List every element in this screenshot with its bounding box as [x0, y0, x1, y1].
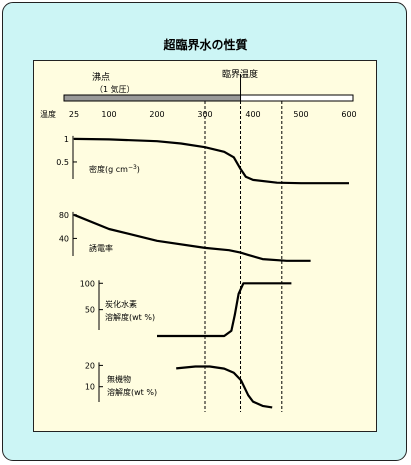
series-label: 炭化水素 — [105, 299, 137, 309]
series-label-line2: 溶解度(wt %) — [105, 312, 155, 322]
boiling-point-label: 沸点 — [92, 71, 110, 83]
series-label: 無機物 — [107, 374, 131, 384]
y-tick-label: 20 — [85, 361, 95, 370]
y-tick-label: 80 — [59, 211, 69, 220]
temperature-tick-label: 200 — [149, 110, 164, 119]
temperature-tick-label: 300 — [197, 110, 212, 119]
series-label: 誘電率 — [89, 243, 113, 253]
liquid-range-bar — [63, 94, 242, 102]
y-tick-label: 50 — [85, 306, 95, 315]
series-line — [157, 282, 292, 338]
y-tick-label: 40 — [59, 234, 69, 243]
temperature-tick-label: 600 — [341, 110, 356, 119]
y-tick-label: 100 — [80, 279, 95, 288]
temperature-tick-label: 100 — [101, 110, 116, 119]
series-label-line2: 溶解度(wt %) — [107, 387, 157, 397]
series-line — [73, 213, 311, 262]
temperature-tick-label: 500 — [293, 110, 308, 119]
temperature-axis-label: 温度 — [40, 109, 56, 119]
series-label: 密度(g cm−3) — [89, 164, 140, 174]
temperature-tick-label: 25 — [69, 110, 79, 119]
y-tick-label: 10 — [85, 383, 95, 392]
figure-title: 超臨界水の性質 — [163, 38, 248, 52]
boiling-point-note: （1 気圧） — [95, 84, 135, 94]
critical-temperature-label: 臨界温度 — [222, 68, 258, 80]
series-line — [176, 365, 273, 409]
y-tick-label: 0.5 — [56, 158, 69, 167]
temperature-tick-label: 400 — [245, 110, 260, 119]
series-line — [73, 137, 349, 185]
y-tick-label: 1 — [64, 135, 69, 144]
